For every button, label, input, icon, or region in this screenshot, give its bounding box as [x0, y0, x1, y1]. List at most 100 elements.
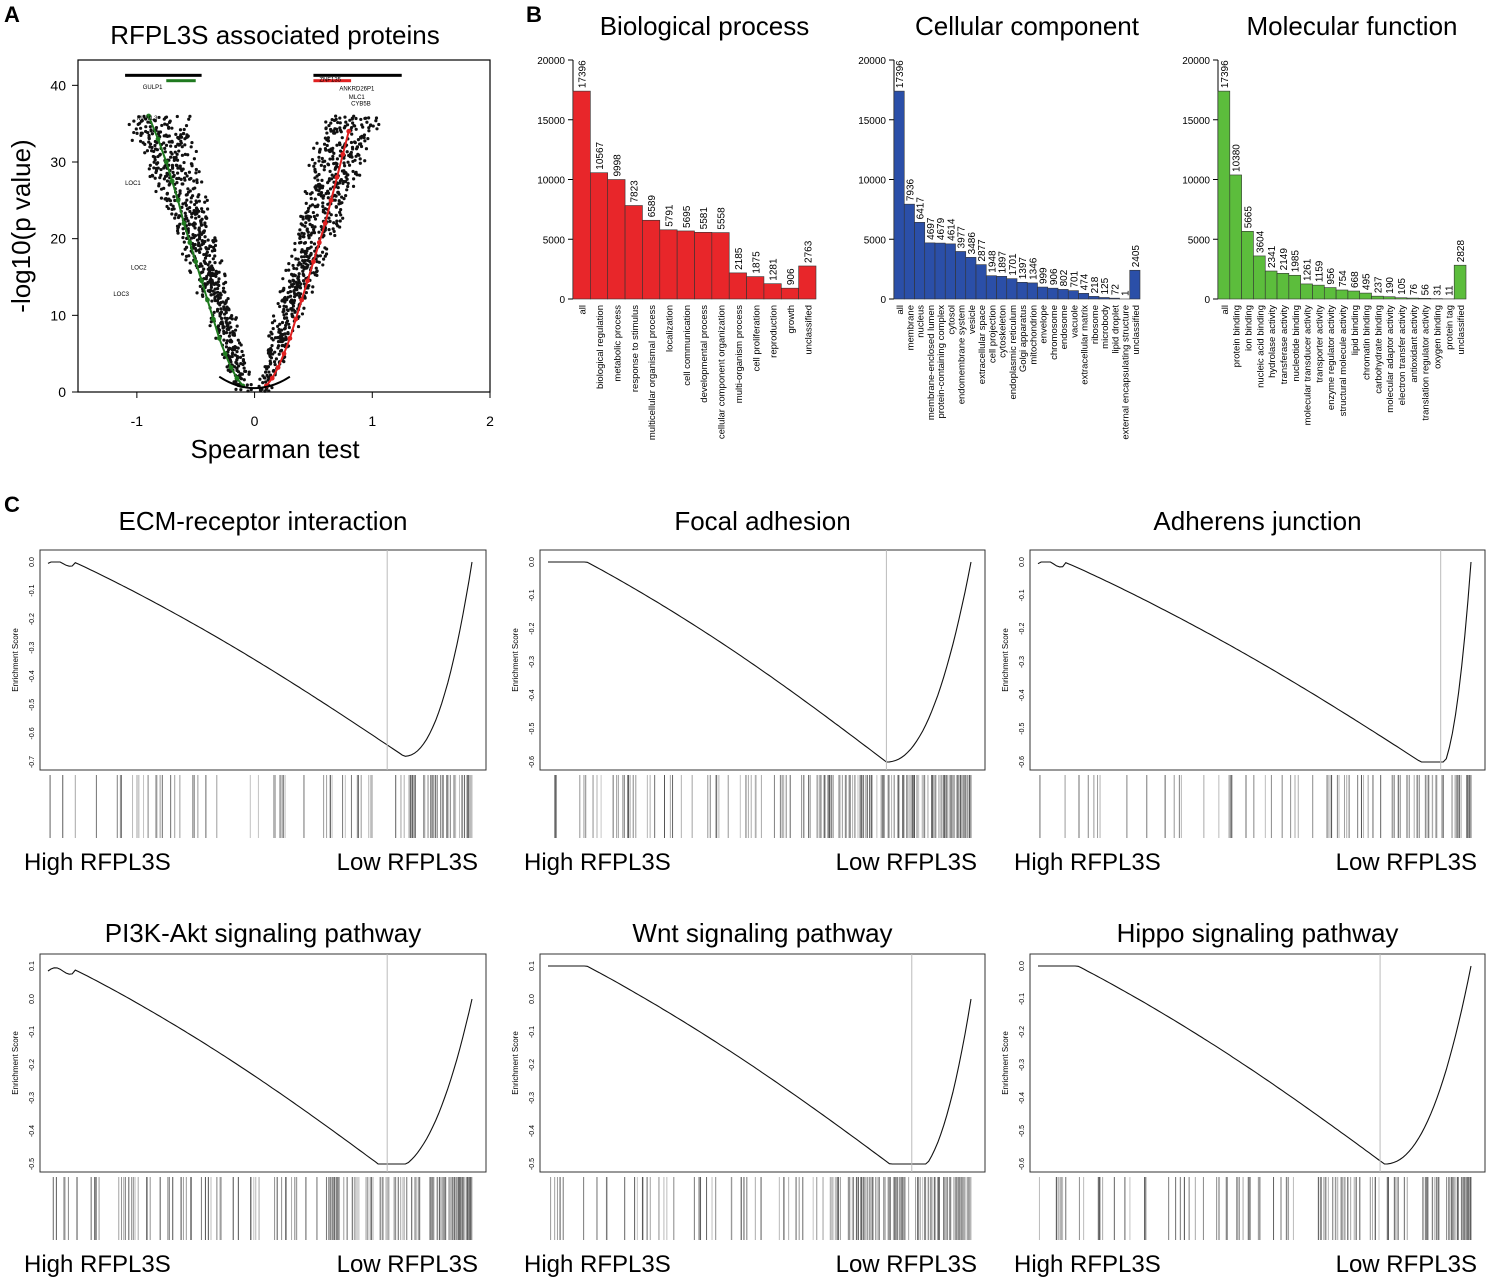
volcano-point	[268, 373, 273, 377]
volcano-point	[141, 141, 145, 145]
volcano-point	[163, 174, 168, 179]
gsea-curve	[1038, 965, 1472, 1165]
panel-label-b: B	[526, 2, 542, 27]
volcano-point	[186, 153, 190, 157]
bp-bar	[676, 230, 695, 300]
volcano-point	[200, 264, 204, 268]
volcano-point	[147, 137, 151, 141]
volcano-point	[203, 256, 208, 260]
volcano-annotation: LOC2	[131, 265, 147, 271]
cc-data-label: 2405	[1131, 245, 1142, 268]
cc-category-label: vesicle	[967, 305, 978, 334]
volcano-point	[328, 219, 332, 223]
volcano-point	[360, 134, 364, 138]
volcano-point	[287, 268, 291, 272]
volcano-point	[292, 282, 296, 286]
volcano-point	[358, 161, 362, 165]
bp-ytick-label: 0	[559, 295, 565, 306]
volcano-point	[319, 194, 324, 198]
volcano-point	[246, 389, 250, 393]
volcano-point	[351, 169, 355, 174]
volcano-point	[211, 257, 215, 261]
volcano-point	[169, 155, 173, 159]
volcano-point	[303, 241, 308, 245]
volcano-point	[301, 269, 305, 273]
volcano-point	[310, 191, 314, 195]
volcano-point	[290, 312, 294, 316]
mf-data-label: 31	[1432, 284, 1443, 296]
volcano-point	[155, 162, 159, 166]
volcano-annotation: ANKRD26P1	[339, 87, 375, 93]
cc-data-label: 474	[1080, 273, 1091, 290]
volcano-point	[222, 282, 226, 286]
volcano-ytick-label: 20	[50, 231, 66, 247]
volcano-point	[222, 329, 226, 333]
mf-ytick-label: 10000	[1182, 176, 1210, 187]
volcano-point	[309, 240, 313, 244]
mf-data-label: 190	[1385, 277, 1396, 294]
mf-bar	[1359, 292, 1372, 300]
volcano-point	[193, 246, 198, 251]
volcano-point	[342, 156, 346, 160]
volcano-point	[367, 126, 371, 130]
volcano-xtick-label: -1	[131, 413, 144, 429]
volcano-point	[307, 163, 311, 167]
volcano-point	[137, 115, 141, 119]
volcano-point	[159, 196, 164, 200]
volcano-point	[352, 114, 356, 118]
volcano-point	[332, 229, 336, 234]
volcano-point	[315, 213, 319, 217]
volcano-point	[179, 135, 184, 139]
volcano-point	[271, 338, 275, 342]
volcano-point	[306, 206, 311, 210]
volcano-point	[179, 166, 183, 171]
volcano-point	[234, 317, 238, 321]
volcano-point	[321, 263, 325, 267]
volcano-point	[184, 124, 189, 128]
volcano-point	[197, 214, 201, 219]
volcano-point	[163, 122, 167, 126]
volcano-point	[313, 170, 318, 174]
volcano-point	[195, 238, 200, 242]
volcano-point	[209, 244, 213, 249]
volcano-point	[354, 116, 358, 121]
volcano-point	[317, 192, 321, 197]
volcano-point	[146, 120, 150, 124]
cc-category-label: membrane-enclosed lumen	[926, 305, 937, 420]
volcano-point	[325, 143, 329, 148]
volcano-point	[327, 177, 332, 181]
bp-category-label: cell communication	[682, 305, 693, 386]
mf-data-label: 495	[1362, 273, 1373, 290]
volcano-point	[281, 343, 285, 348]
gsea-ylabel: Enrichment Score	[11, 1031, 20, 1095]
volcano-point	[323, 164, 327, 169]
volcano-point	[367, 129, 371, 133]
volcano-point	[361, 125, 365, 129]
cc-category-label: envelope	[1039, 305, 1050, 344]
volcano-point	[200, 242, 204, 247]
volcano-point	[174, 213, 178, 217]
mf-category-label: protein binding	[1232, 305, 1243, 367]
volcano-point	[292, 266, 296, 271]
volcano-point	[221, 321, 225, 326]
volcano-point	[317, 155, 321, 159]
volcano-point	[192, 221, 196, 225]
volcano-point	[264, 380, 268, 384]
volcano-point	[188, 261, 192, 265]
volcano-point	[216, 283, 220, 287]
volcano-point	[299, 222, 303, 226]
volcano-point	[278, 322, 282, 326]
volcano-point	[195, 178, 199, 182]
mf-data-label: 2149	[1279, 248, 1290, 271]
volcano-point	[278, 290, 282, 294]
volcano-point	[269, 356, 274, 360]
mf-bar	[1418, 298, 1431, 300]
volcano-point	[228, 321, 232, 325]
volcano-point	[157, 184, 161, 188]
volcano-point	[329, 127, 333, 132]
cc-category-label: endosome	[1059, 305, 1070, 349]
volcano-point	[198, 235, 202, 239]
gsea-title: Adherens junction	[1153, 506, 1361, 536]
volcano-point	[304, 262, 308, 266]
